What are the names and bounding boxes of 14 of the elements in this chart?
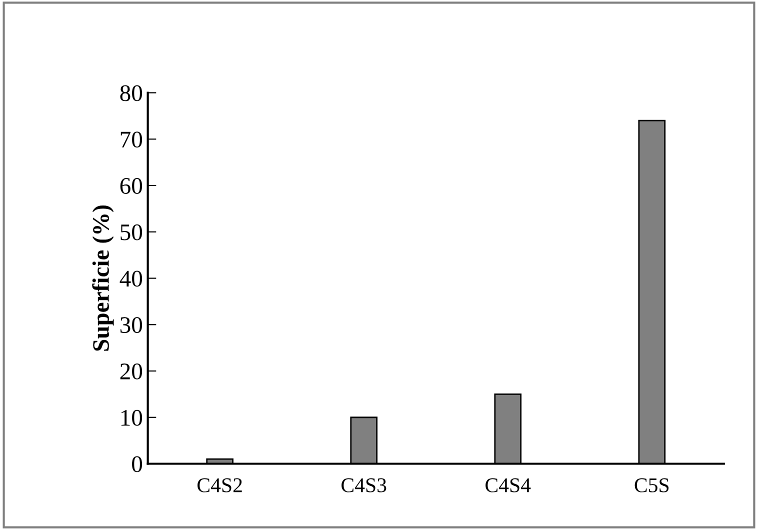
- y-tick-label: 60: [120, 178, 142, 194]
- y-tick-label: 80: [120, 85, 142, 102]
- y-tick-label: 0: [132, 456, 142, 472]
- y-tick-label: 50: [120, 224, 142, 240]
- y-tick-label: 20: [120, 363, 142, 380]
- y-tick-label: 10: [121, 410, 142, 426]
- x-tick-label: C5S: [634, 478, 669, 492]
- y-axis-title: Superficie (%): [92, 206, 114, 351]
- y-tick-label: 40: [120, 270, 142, 287]
- x-tick-label: C4S3: [342, 478, 386, 492]
- y-tick-label: 30: [120, 317, 142, 334]
- y-tick-label: 70: [120, 132, 142, 148]
- x-tick-label: C4S4: [486, 478, 531, 492]
- x-tick-label: C4S2: [198, 478, 242, 492]
